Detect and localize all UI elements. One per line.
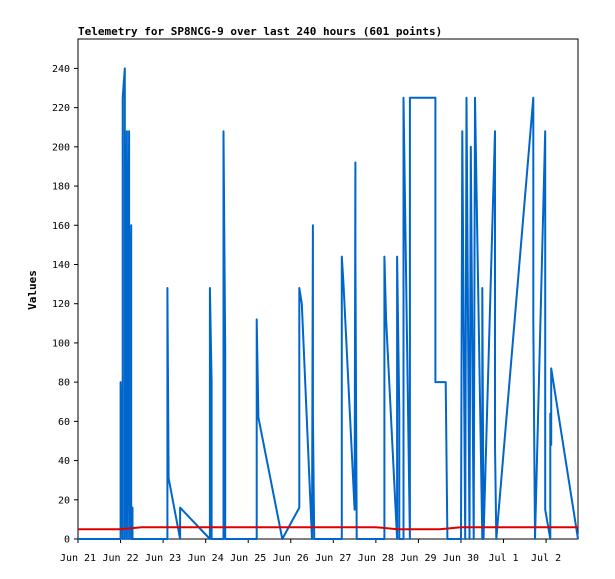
y-tick-label: 80: [58, 378, 70, 389]
x-tick-label: Jun 22: [102, 553, 138, 564]
y-axis-label: Values: [26, 270, 39, 310]
y-tick-label: 140: [52, 260, 70, 271]
x-tick-label: Jun 24: [188, 553, 224, 564]
x-axis-ticks: Jun 21 Jun 22 Jun 23 Jun 24 Jun 25 Jun 26 Jun …: [60, 539, 561, 564]
y-tick-label: 240: [52, 64, 70, 75]
x-tick-label: Jun 30: [443, 553, 479, 564]
x-tick-label: Jul 2: [531, 553, 561, 564]
x-tick-label: Jun 27: [315, 553, 351, 564]
y-tick-label: 160: [52, 221, 70, 232]
y-tick-label: 20: [58, 495, 70, 506]
y-tick-label: 120: [52, 299, 70, 310]
x-tick-label: Jun 23: [145, 553, 181, 564]
y-tick-label: 200: [52, 142, 70, 153]
y-tick-label: 40: [58, 456, 70, 467]
y-axis-ticks: 0 20 40 60 80 100 120 140 160 180 200 220 240: [52, 64, 78, 546]
y-tick-label: 0: [64, 535, 70, 546]
chart-title: Telemetry for SP8NCG-9 over last 240 hou…: [78, 25, 442, 38]
series-line-red: [78, 526, 578, 531]
y-tick-label: 220: [52, 103, 70, 114]
x-tick-label: Jun 26: [273, 553, 309, 564]
y-tick-label: 180: [52, 182, 70, 193]
x-tick-label: Jul 1: [488, 553, 518, 564]
x-tick-label: Jun 28: [358, 553, 394, 564]
series-layer: [78, 67, 579, 540]
series-line-blue: [78, 67, 579, 540]
x-tick-label: Jun 25: [230, 553, 266, 564]
x-tick-label: Jun 29: [400, 553, 436, 564]
y-tick-label: 100: [52, 338, 70, 349]
y-tick-label: 60: [58, 417, 70, 428]
x-tick-label: Jun 21: [60, 553, 96, 564]
